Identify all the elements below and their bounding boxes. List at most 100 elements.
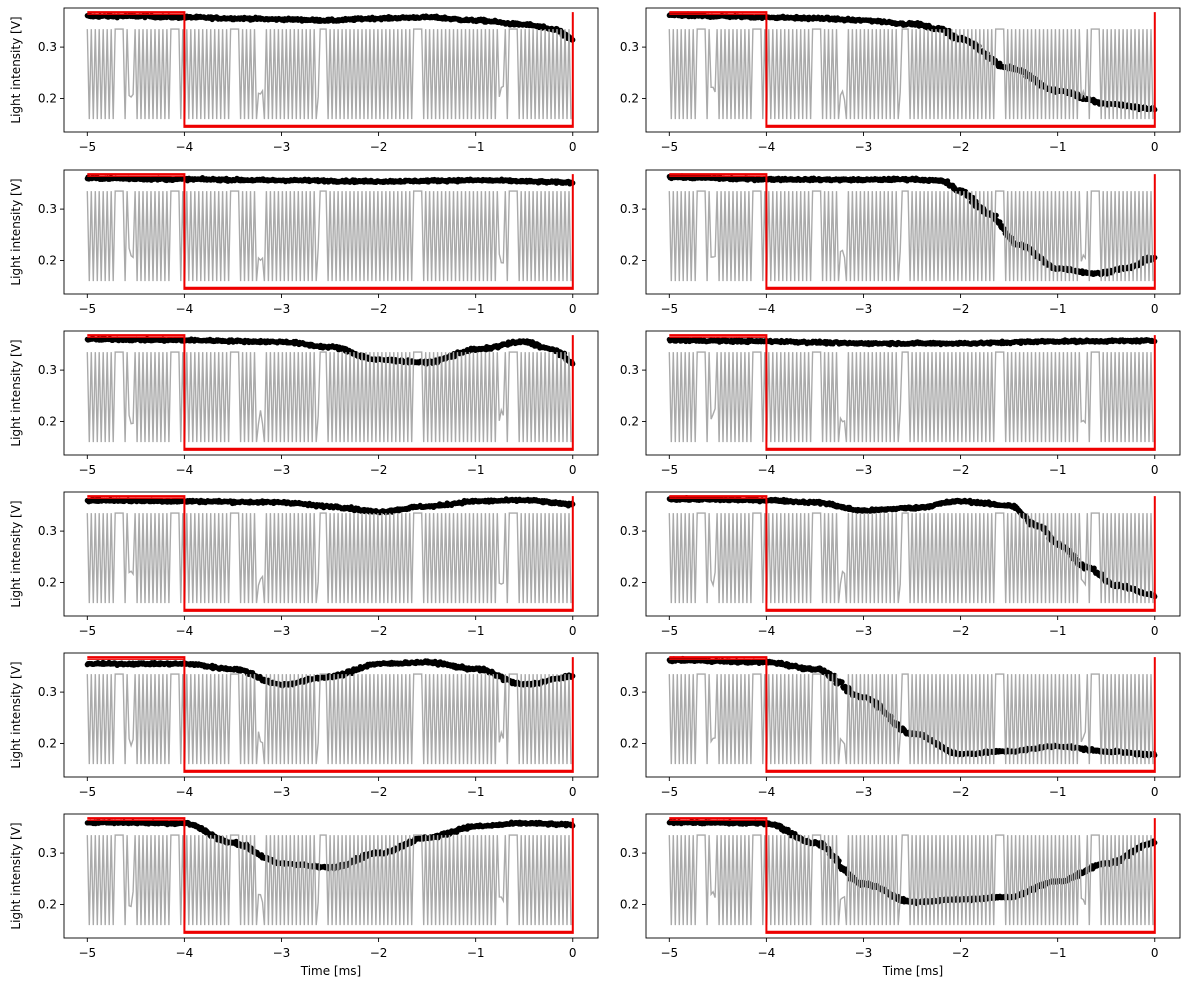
axes-frame xyxy=(645,330,1181,456)
x-tick-label: −1 xyxy=(1049,463,1067,477)
axes-frame xyxy=(63,491,599,617)
subplot-1: −5 −4 −3 −2 −1 0 0.2 0.3 Light intensity [V] xyxy=(9,7,599,154)
axes-frame xyxy=(645,169,1181,295)
y-tick-label: 0.2 xyxy=(38,576,57,590)
data-point xyxy=(993,212,999,218)
y-tick-label: 0.2 xyxy=(620,254,639,268)
y-tick-label: 0.3 xyxy=(620,202,639,216)
x-tick-label: 0 xyxy=(1151,140,1159,154)
x-tick-label: −1 xyxy=(1049,140,1067,154)
plot-area xyxy=(666,11,1158,128)
x-tick-label: −1 xyxy=(467,140,485,154)
x-tick-label: −3 xyxy=(855,302,873,316)
trigger-step-line xyxy=(87,11,574,128)
x-tick-label: −5 xyxy=(78,140,96,154)
x-tick-label: −4 xyxy=(176,463,194,477)
x-tick-label: −1 xyxy=(1049,302,1067,316)
x-tick-label: 0 xyxy=(569,140,577,154)
x-tick-label: −1 xyxy=(467,302,485,316)
x-tick-label: 0 xyxy=(569,624,577,638)
y-tick-label: 0.2 xyxy=(620,415,639,429)
reference-signal-line xyxy=(86,28,572,120)
x-tick-label: −4 xyxy=(176,302,194,316)
x-tick-label: −5 xyxy=(78,624,96,638)
x-tick-label: −5 xyxy=(660,140,678,154)
reference-signal-line xyxy=(86,190,572,282)
x-tick-label: −5 xyxy=(660,463,678,477)
subplot-2: −5 −4 −3 −2 −1 0 0.2 0.3 xyxy=(620,7,1181,154)
y-tick-label: 0.3 xyxy=(38,40,57,54)
trigger-step-line xyxy=(87,334,574,451)
reference-signal-line xyxy=(668,28,1154,120)
x-tick-label: −3 xyxy=(273,624,291,638)
plot-area xyxy=(666,173,1158,290)
x-tick-label: −3 xyxy=(273,140,291,154)
subplot-4: −5 −4 −3 −2 −1 0 0.2 0.3 xyxy=(620,169,1181,316)
x-tick-label: −1 xyxy=(467,463,485,477)
axes-frame xyxy=(63,169,599,295)
x-tick-label: −3 xyxy=(273,302,291,316)
x-tick-label: −2 xyxy=(370,624,388,638)
y-axis-label: Light intensity [V] xyxy=(9,178,23,285)
x-tick-label: −3 xyxy=(855,463,873,477)
x-tick-label: −3 xyxy=(855,140,873,154)
trigger-step-line xyxy=(669,334,1156,451)
axes-frame xyxy=(63,7,599,133)
x-tick-label: −2 xyxy=(370,463,388,477)
plot-area xyxy=(84,334,576,451)
subplot-8: −5 −4 −3 −2 −1 00.20.3 xyxy=(620,491,1181,638)
plot-area xyxy=(84,11,576,128)
x-tick-label: 0 xyxy=(1151,463,1159,477)
trigger-step-line xyxy=(87,495,574,612)
y-tick-label: 0.3 xyxy=(38,524,57,538)
x-tick-label: 0 xyxy=(1151,302,1159,316)
y-tick-label: 0.2 xyxy=(620,92,639,106)
plot-area xyxy=(84,173,576,290)
axes-frame xyxy=(645,7,1181,133)
y-axis-label: Light intensity [V] xyxy=(9,16,23,123)
y-tick-label: 0.2 xyxy=(38,415,57,429)
x-tick-label: −1 xyxy=(467,624,485,638)
y-tick-label: 0.2 xyxy=(38,92,57,106)
trigger-step-line xyxy=(669,173,1156,290)
plot-area xyxy=(666,334,1158,451)
x-tick-label: −2 xyxy=(952,140,970,154)
x-tick-label: −5 xyxy=(78,463,96,477)
axes-frame xyxy=(63,330,599,456)
x-tick-label: −3 xyxy=(273,463,291,477)
x-tick-label: 0 xyxy=(569,302,577,316)
x-tick-label: −4 xyxy=(758,302,776,316)
x-tick-label: −4 xyxy=(176,140,194,154)
x-tick-label: −2 xyxy=(370,302,388,316)
y-tick-label: 0.2 xyxy=(38,254,57,268)
reference-signal-line xyxy=(86,351,572,443)
x-tick-label: −4 xyxy=(758,463,776,477)
reference-signal-line xyxy=(86,512,572,604)
data-point xyxy=(997,219,1003,225)
plot-area xyxy=(666,495,1158,612)
x-tick-label: −2 xyxy=(952,302,970,316)
y-axis-label: Light intensity [V] xyxy=(9,500,23,607)
x-tick-label: −4 xyxy=(758,140,776,154)
reference-signal-line xyxy=(668,190,1154,282)
y-tick-label: 0.3 xyxy=(620,363,639,377)
y-tick-label: 0.3 xyxy=(38,363,57,377)
subplot-5: −5 −4 −3 −2 −1 0 0.2 0.3 Light intensity [V] xyxy=(9,330,599,477)
measurement-points xyxy=(84,496,576,516)
x-tick-label: −5 xyxy=(78,302,96,316)
reference-signal-line xyxy=(668,351,1154,443)
subplot-6: −5 −4 −3 −2 −1 00.20.3 xyxy=(620,330,1181,477)
y-tick-label: 0.3 xyxy=(38,202,57,216)
subplot-3: −5 −4 −3 −2 −1 0 0.2 0.3 Light intensity [V] xyxy=(9,169,599,316)
measurement-points xyxy=(666,336,1158,348)
x-tick-label: −2 xyxy=(370,140,388,154)
x-tick-label: −5 xyxy=(660,302,678,316)
y-axis-label: Light intensity [V] xyxy=(9,339,23,446)
measurement-points xyxy=(84,174,576,187)
x-tick-label: 0 xyxy=(569,463,577,477)
trigger-step-line xyxy=(669,11,1156,128)
plot-area xyxy=(84,495,576,612)
y-tick-label: 0.3 xyxy=(620,40,639,54)
